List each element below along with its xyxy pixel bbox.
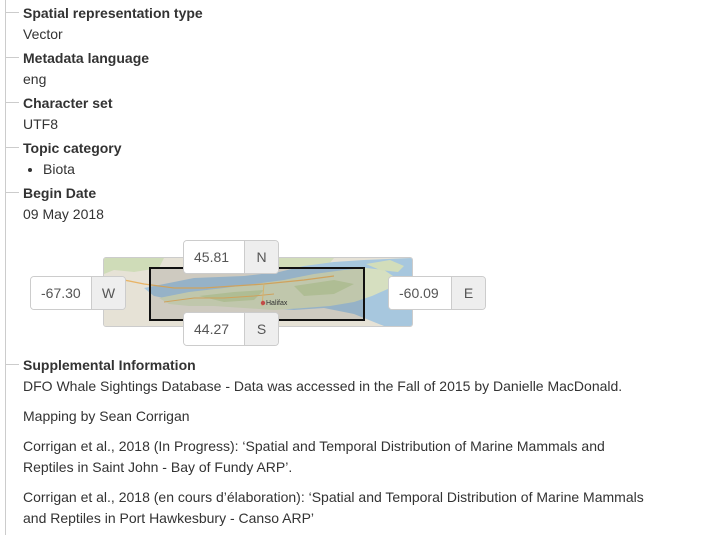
field-value: UTF8 — [23, 116, 58, 132]
field-spatial-representation: Spatial representation type Vector — [5, 4, 693, 44]
tree-tick — [5, 102, 19, 103]
list-item: Biota — [43, 160, 693, 179]
tree-connector-line — [5, 0, 6, 535]
field-supplemental-information: Supplemental Information DFO Whale Sight… — [5, 356, 693, 529]
field-label: Topic category — [23, 140, 122, 156]
field-label: Supplemental Information — [23, 357, 196, 373]
field-label: Begin Date — [23, 185, 97, 201]
extent-map-widget: Halifax 45.81 N -67.30 W -60.09 E 44.27 … — [30, 240, 490, 350]
south-addon: S — [244, 313, 278, 345]
field-begin-date: Begin Date 09 May 2018 — [5, 184, 693, 224]
supplemental-paragraph: Corrigan et al., 2018 (In Progress): ‘Sp… — [23, 438, 605, 475]
west-coordinate-group: -67.30 W — [30, 276, 126, 310]
south-input[interactable]: 44.27 — [184, 313, 244, 345]
field-topic-category: Topic category Biota — [5, 139, 693, 179]
west-addon: W — [91, 277, 125, 309]
tree-tick — [5, 364, 19, 365]
east-addon: E — [451, 277, 485, 309]
field-value: eng — [23, 71, 47, 87]
south-coordinate-group: 44.27 S — [183, 312, 279, 346]
topic-list: Biota — [23, 160, 693, 179]
west-input[interactable]: -67.30 — [31, 277, 91, 309]
map-city-label: Halifax — [266, 300, 288, 307]
field-label: Character set — [23, 95, 113, 111]
supplemental-paragraph: Mapping by Sean Corrigan — [23, 408, 190, 424]
north-coordinate-group: 45.81 N — [183, 240, 279, 274]
east-coordinate-group: -60.09 E — [388, 276, 486, 310]
supplemental-paragraph: Corrigan et al., 2018 (en cours d’élabor… — [23, 489, 644, 526]
field-label: Metadata language — [23, 50, 150, 66]
field-character-set: Character set UTF8 — [5, 94, 693, 134]
tree-tick — [5, 147, 19, 148]
tree-tick — [5, 12, 19, 13]
field-value: 09 May 2018 — [23, 206, 104, 222]
tree-tick — [5, 57, 19, 58]
north-addon: N — [244, 241, 278, 273]
east-input[interactable]: -60.09 — [389, 277, 451, 309]
field-metadata-language: Metadata language eng — [5, 49, 693, 89]
north-input[interactable]: 45.81 — [184, 241, 244, 273]
field-label: Spatial representation type — [23, 5, 203, 21]
field-value: Vector — [23, 26, 63, 42]
tree-tick — [5, 192, 19, 193]
supplemental-paragraph: DFO Whale Sightings Database - Data was … — [23, 378, 623, 394]
